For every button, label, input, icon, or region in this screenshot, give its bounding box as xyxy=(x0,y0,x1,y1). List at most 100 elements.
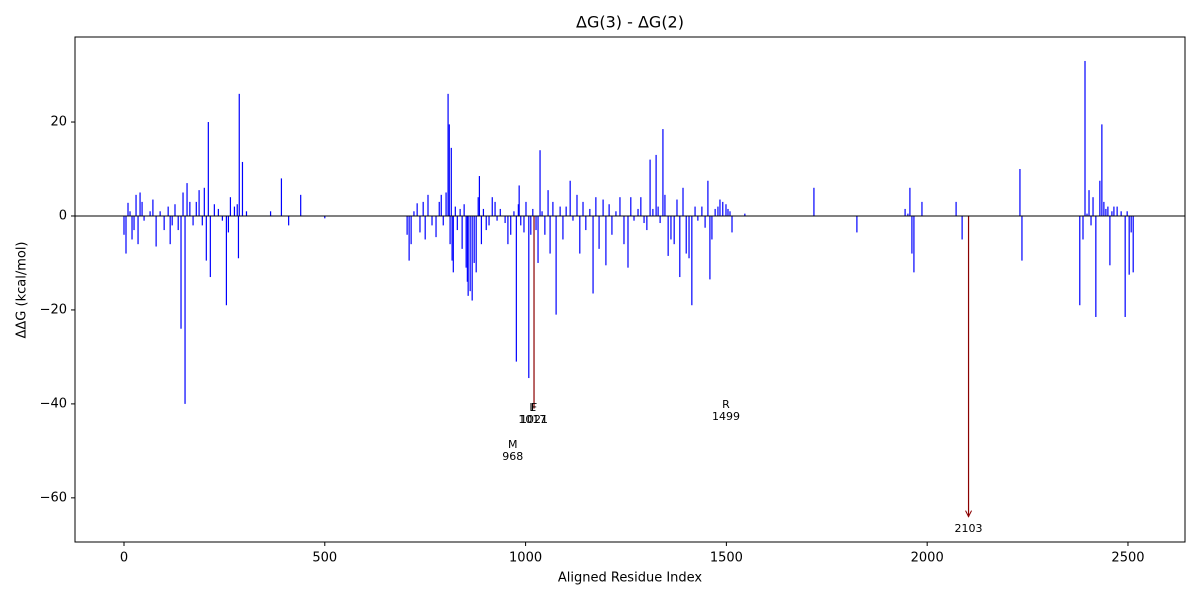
bar xyxy=(1128,215,1130,275)
annotation-letter: M xyxy=(508,438,518,451)
bar xyxy=(911,215,913,254)
bar xyxy=(135,194,137,216)
x-tick-label: 0 xyxy=(120,551,128,566)
bar xyxy=(623,215,625,245)
bar xyxy=(445,192,447,216)
bar xyxy=(449,215,451,245)
bar xyxy=(688,215,690,259)
bar xyxy=(691,215,693,306)
bar xyxy=(269,211,272,216)
bar xyxy=(131,215,133,240)
bar xyxy=(657,206,659,216)
bar xyxy=(469,215,471,292)
x-tick-label: 500 xyxy=(312,551,337,566)
bar xyxy=(494,201,496,216)
bar xyxy=(238,93,240,216)
bar xyxy=(236,204,238,216)
bar xyxy=(459,208,461,216)
bar xyxy=(589,208,591,216)
bar xyxy=(525,201,527,216)
bar xyxy=(245,211,248,216)
bar xyxy=(530,215,532,235)
bar xyxy=(572,215,574,221)
bar xyxy=(640,197,642,216)
bar xyxy=(652,208,654,216)
bar xyxy=(535,215,537,231)
bar xyxy=(456,215,458,231)
bar xyxy=(491,197,493,216)
y-tick-label: 0 xyxy=(59,208,67,223)
bar xyxy=(422,201,424,216)
bar xyxy=(655,154,657,216)
bar xyxy=(565,206,567,216)
bar xyxy=(904,208,906,216)
bar xyxy=(552,201,554,216)
bar xyxy=(744,213,746,216)
bar xyxy=(205,215,207,261)
bar xyxy=(1116,206,1118,216)
bar xyxy=(227,215,230,233)
bar xyxy=(466,215,468,282)
bar xyxy=(324,215,326,219)
bar xyxy=(452,215,454,273)
bar xyxy=(139,192,141,216)
bar xyxy=(1021,215,1023,261)
bar xyxy=(513,211,515,216)
bar xyxy=(714,208,716,216)
bar xyxy=(499,208,501,216)
bar xyxy=(288,215,290,226)
bar xyxy=(1126,211,1128,216)
bar xyxy=(707,180,709,216)
bar xyxy=(598,215,600,249)
bar xyxy=(207,122,209,216)
bar xyxy=(221,215,223,221)
bar xyxy=(646,215,648,231)
bar xyxy=(731,215,733,233)
bar xyxy=(454,206,456,216)
bar xyxy=(416,203,418,216)
bar xyxy=(615,211,617,216)
bar xyxy=(217,208,219,216)
bar xyxy=(451,215,453,261)
bar xyxy=(473,215,475,263)
bar xyxy=(585,215,587,231)
bar xyxy=(813,187,815,216)
bar xyxy=(649,159,651,216)
bar xyxy=(435,215,437,238)
bar xyxy=(129,211,131,216)
bar xyxy=(177,215,179,231)
y-tick-label: −60 xyxy=(40,490,67,505)
bar xyxy=(496,215,498,221)
bar xyxy=(1086,213,1088,216)
bar xyxy=(424,215,426,240)
bar xyxy=(186,183,188,216)
bar xyxy=(410,215,412,245)
bar xyxy=(184,215,186,404)
bar xyxy=(676,199,678,216)
bar xyxy=(1103,201,1105,216)
bar xyxy=(438,201,440,216)
bar xyxy=(711,215,713,240)
bar xyxy=(447,93,449,216)
bar xyxy=(1107,206,1109,216)
bar xyxy=(241,161,244,216)
bar xyxy=(630,197,632,216)
bar xyxy=(664,194,666,216)
bar xyxy=(709,215,711,280)
bar xyxy=(182,192,184,216)
bar xyxy=(1111,211,1113,216)
bar xyxy=(682,187,684,216)
bar xyxy=(480,215,483,245)
bar xyxy=(1090,215,1092,226)
bar xyxy=(719,199,721,216)
bar xyxy=(478,176,481,216)
bar xyxy=(427,194,429,216)
bar xyxy=(463,204,465,216)
bar xyxy=(679,215,681,278)
bar xyxy=(592,215,594,294)
bar xyxy=(1084,60,1086,216)
bar xyxy=(907,213,909,216)
bar xyxy=(517,204,519,216)
bar xyxy=(537,215,539,263)
